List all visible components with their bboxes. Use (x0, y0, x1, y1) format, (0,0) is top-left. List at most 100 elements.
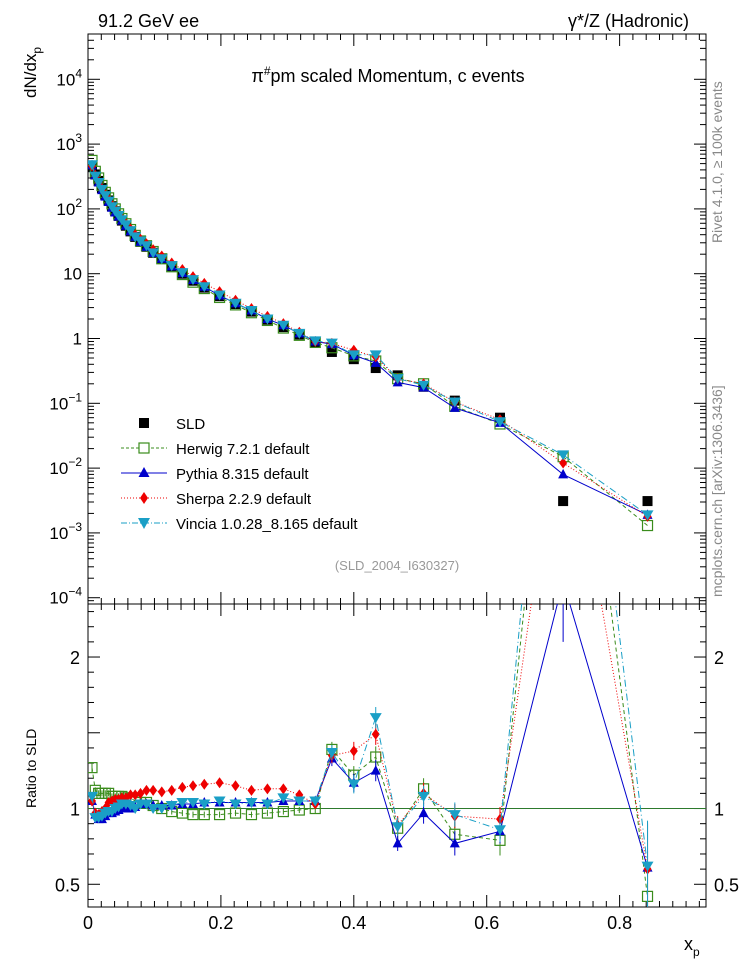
analysis-id: (SLD_2004_I630327) (335, 558, 459, 573)
ratio-point-vincia (186, 797, 199, 808)
main-point-vincia (186, 275, 199, 286)
legend-marker-vincia (138, 518, 150, 529)
main-point-vincia (448, 397, 461, 408)
x-axis-label: xp (684, 934, 700, 959)
x-tick-label: 0.8 (607, 913, 632, 933)
ratio-point-sherpa (279, 783, 288, 795)
ratio-point-vincia (229, 799, 242, 810)
energy-label: 91.2 GeV ee (98, 11, 199, 31)
main-point-vincia (261, 314, 274, 325)
main-point-vincia (155, 254, 168, 265)
main-point-vincia (176, 268, 189, 279)
main-y-tick-label: 102 (56, 196, 82, 219)
main-point-vincia (557, 450, 570, 461)
ratio-point-sherpa (247, 784, 256, 796)
ratio-point-herwig (176, 807, 188, 819)
ratio-point-vincia (391, 822, 404, 833)
ratio-point-sherpa (149, 784, 158, 796)
ratio-y-tick-label: 0.5 (55, 875, 80, 895)
main-y-axis-label: dN/dxp (21, 47, 44, 98)
legend-label-sherpa: Sherpa 2.2.9 default (176, 491, 312, 508)
main-y-tick-label: 10−1 (49, 390, 82, 413)
main-point-vincia (140, 241, 153, 252)
ratio-point-vincia (198, 799, 211, 810)
ratio-point-sherpa (131, 789, 140, 801)
ratio-point-vincia (147, 804, 160, 815)
ratio-point-vincia (309, 796, 322, 807)
main-point-vincia (92, 178, 105, 189)
ratio-point-sherpa (157, 786, 166, 798)
mcplots-label: mcplots.cern.ch [arXiv:1306.3436] (709, 385, 725, 597)
main-point-vincia (325, 338, 338, 349)
ratio-point-vincia (176, 797, 189, 808)
main-point-vincia (213, 290, 226, 301)
main-x-ticks (87, 34, 700, 604)
main-y-tick-label: 10−4 (49, 585, 82, 608)
main-point-vincia (95, 184, 108, 195)
ratio-y-tick-label: 1 (70, 800, 80, 820)
main-point-vincia (165, 261, 178, 272)
main-point-vincia (369, 350, 382, 361)
ratio-point-sherpa (136, 787, 145, 799)
ratio-point-sherpa (167, 784, 176, 796)
ratio-point-herwig (187, 808, 199, 821)
legend-item-sld: SLD (139, 416, 205, 433)
main-y-tick-label: 10 (63, 265, 82, 284)
main-point-vincia (99, 191, 112, 202)
ratio-y-ticks: 0.5 0.5 1 1 2 2 (55, 611, 739, 900)
ratio-point-sherpa (231, 780, 240, 792)
main-point-vincia (309, 336, 322, 347)
ratio-frame (87, 603, 707, 908)
legend-marker-herwig (138, 442, 150, 454)
ratio-point-sherpa (126, 789, 135, 801)
rivet-label: Rivet 4.1.0, ≥ 100k events (709, 81, 725, 243)
x-tick-label: 0.4 (341, 913, 366, 933)
ratio-point-vincia (261, 799, 274, 810)
main-point-vincia (277, 320, 290, 331)
ratio-point-vincia (213, 796, 226, 807)
ratio-series-sherpa (88, 604, 652, 907)
ratio-point-vincia (494, 825, 506, 836)
ratio-point-vincia (140, 799, 153, 810)
main-point-vincia (391, 374, 404, 385)
ratio-point-vincia (641, 861, 654, 872)
ratio-point-herwig (198, 808, 210, 821)
main-y-ticks: 10−4 10−3 10−2 10−1 1 10 102 103 104 (49, 33, 706, 608)
legend-label-vincia: Vincia 1.0.28_8.165 default (176, 516, 358, 533)
ratio-point-vincia (293, 796, 306, 807)
ratio-point-sherpa (263, 783, 272, 795)
x-tick-label: 0.2 (208, 913, 233, 933)
main-point-vincia (134, 236, 147, 247)
main-point-vincia (293, 328, 306, 339)
x-tick-label: 0 (83, 913, 93, 933)
legend-label-pythia: Pythia 8.315 default (176, 466, 309, 483)
ratio-x-ticks: 0 0.2 0.4 0.6 0.8 (83, 604, 700, 933)
ratio-point-vincia (155, 804, 168, 815)
main-point-sld (642, 496, 653, 507)
ratio-point-vincia (347, 779, 360, 790)
ratio-point-vincia (88, 791, 98, 802)
ratio-panel: 0.5 0.5 1 1 2 2 0 0.2 0.4 0.6 0.8 (55, 603, 739, 933)
main-point-vincia (641, 510, 654, 521)
ratio-point-herwig (245, 808, 258, 821)
main-point-vincia (417, 380, 430, 391)
ratio-point-vincia (129, 804, 142, 815)
main-point-vincia (198, 282, 211, 293)
ratio-point-sherpa (178, 781, 187, 793)
main-y-tick-label: 10−2 (49, 455, 82, 478)
ratio-point-pythia (449, 837, 460, 848)
ratio-point-vincia (165, 800, 178, 811)
legend-marker-sherpa (140, 492, 148, 504)
process-label: γ*/Z (Hadronic) (568, 11, 689, 31)
ratio-point-herwig (213, 808, 226, 821)
ratio-point-sherpa (188, 780, 197, 792)
ratio-point-vincia (448, 810, 461, 821)
ratio-point-sherpa (200, 778, 209, 790)
main-point-pythia (558, 468, 569, 479)
legend-item-vincia: Vincia 1.0.28_8.165 default (121, 516, 358, 533)
legend: SLD Herwig 7.2.1 default Pythia 8.315 de… (121, 416, 358, 533)
legend-item-sherpa: Sherpa 2.2.9 default (121, 491, 312, 508)
ratio-y-tick-label-right: 0.5 (714, 875, 739, 895)
main-y-tick-label: 103 (56, 131, 82, 154)
